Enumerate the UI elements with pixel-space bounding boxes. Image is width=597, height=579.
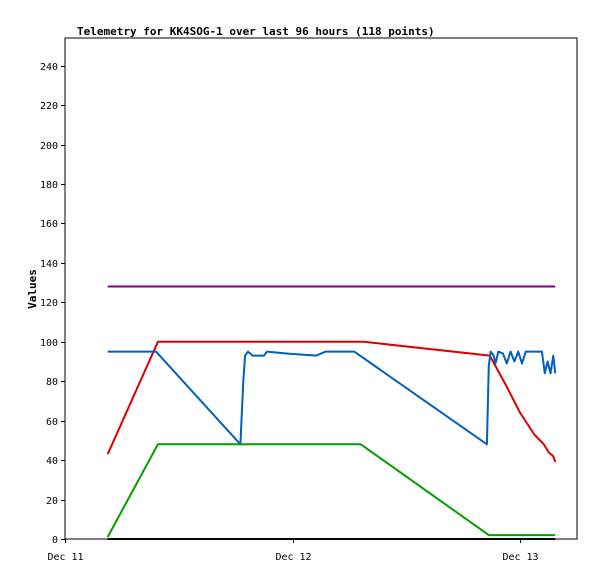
y-tick-label: 20 bbox=[46, 496, 58, 507]
series-line-4 bbox=[106, 443, 556, 538]
y-tick-label: 60 bbox=[46, 417, 58, 428]
series-line-2 bbox=[106, 340, 557, 463]
x-tick-label: Dec 11 bbox=[47, 552, 83, 563]
y-tick-label: 180 bbox=[40, 180, 58, 191]
y-tick-label: 160 bbox=[40, 219, 58, 230]
y-tick-label: 140 bbox=[40, 259, 58, 270]
x-tick-label: Dec 13 bbox=[502, 552, 538, 563]
y-tick-label: 240 bbox=[40, 62, 58, 73]
y-axis: 0 20 40 60 80 100 120 140 160 180 200 220 240 bbox=[40, 62, 65, 546]
y-tick-label: 40 bbox=[46, 456, 58, 467]
series-line-3 bbox=[107, 350, 557, 446]
x-axis: Dec 11 Dec 12 Dec 13 bbox=[47, 539, 539, 563]
y-tick-label: 200 bbox=[40, 141, 58, 152]
y-tick-label: 120 bbox=[40, 298, 58, 309]
plot-frame bbox=[64, 37, 578, 540]
y-tick-label: 220 bbox=[40, 101, 58, 112]
y-tick-label: 100 bbox=[40, 338, 58, 349]
x-tick-label: Dec 12 bbox=[275, 552, 311, 563]
y-tick-label: 80 bbox=[46, 377, 58, 388]
y-tick-label: 0 bbox=[52, 535, 58, 546]
series-layer bbox=[106, 285, 557, 540]
chart-title: Telemetry for KK4SOG-1 over last 96 hour… bbox=[77, 25, 435, 38]
y-axis-label: Values bbox=[26, 269, 39, 309]
